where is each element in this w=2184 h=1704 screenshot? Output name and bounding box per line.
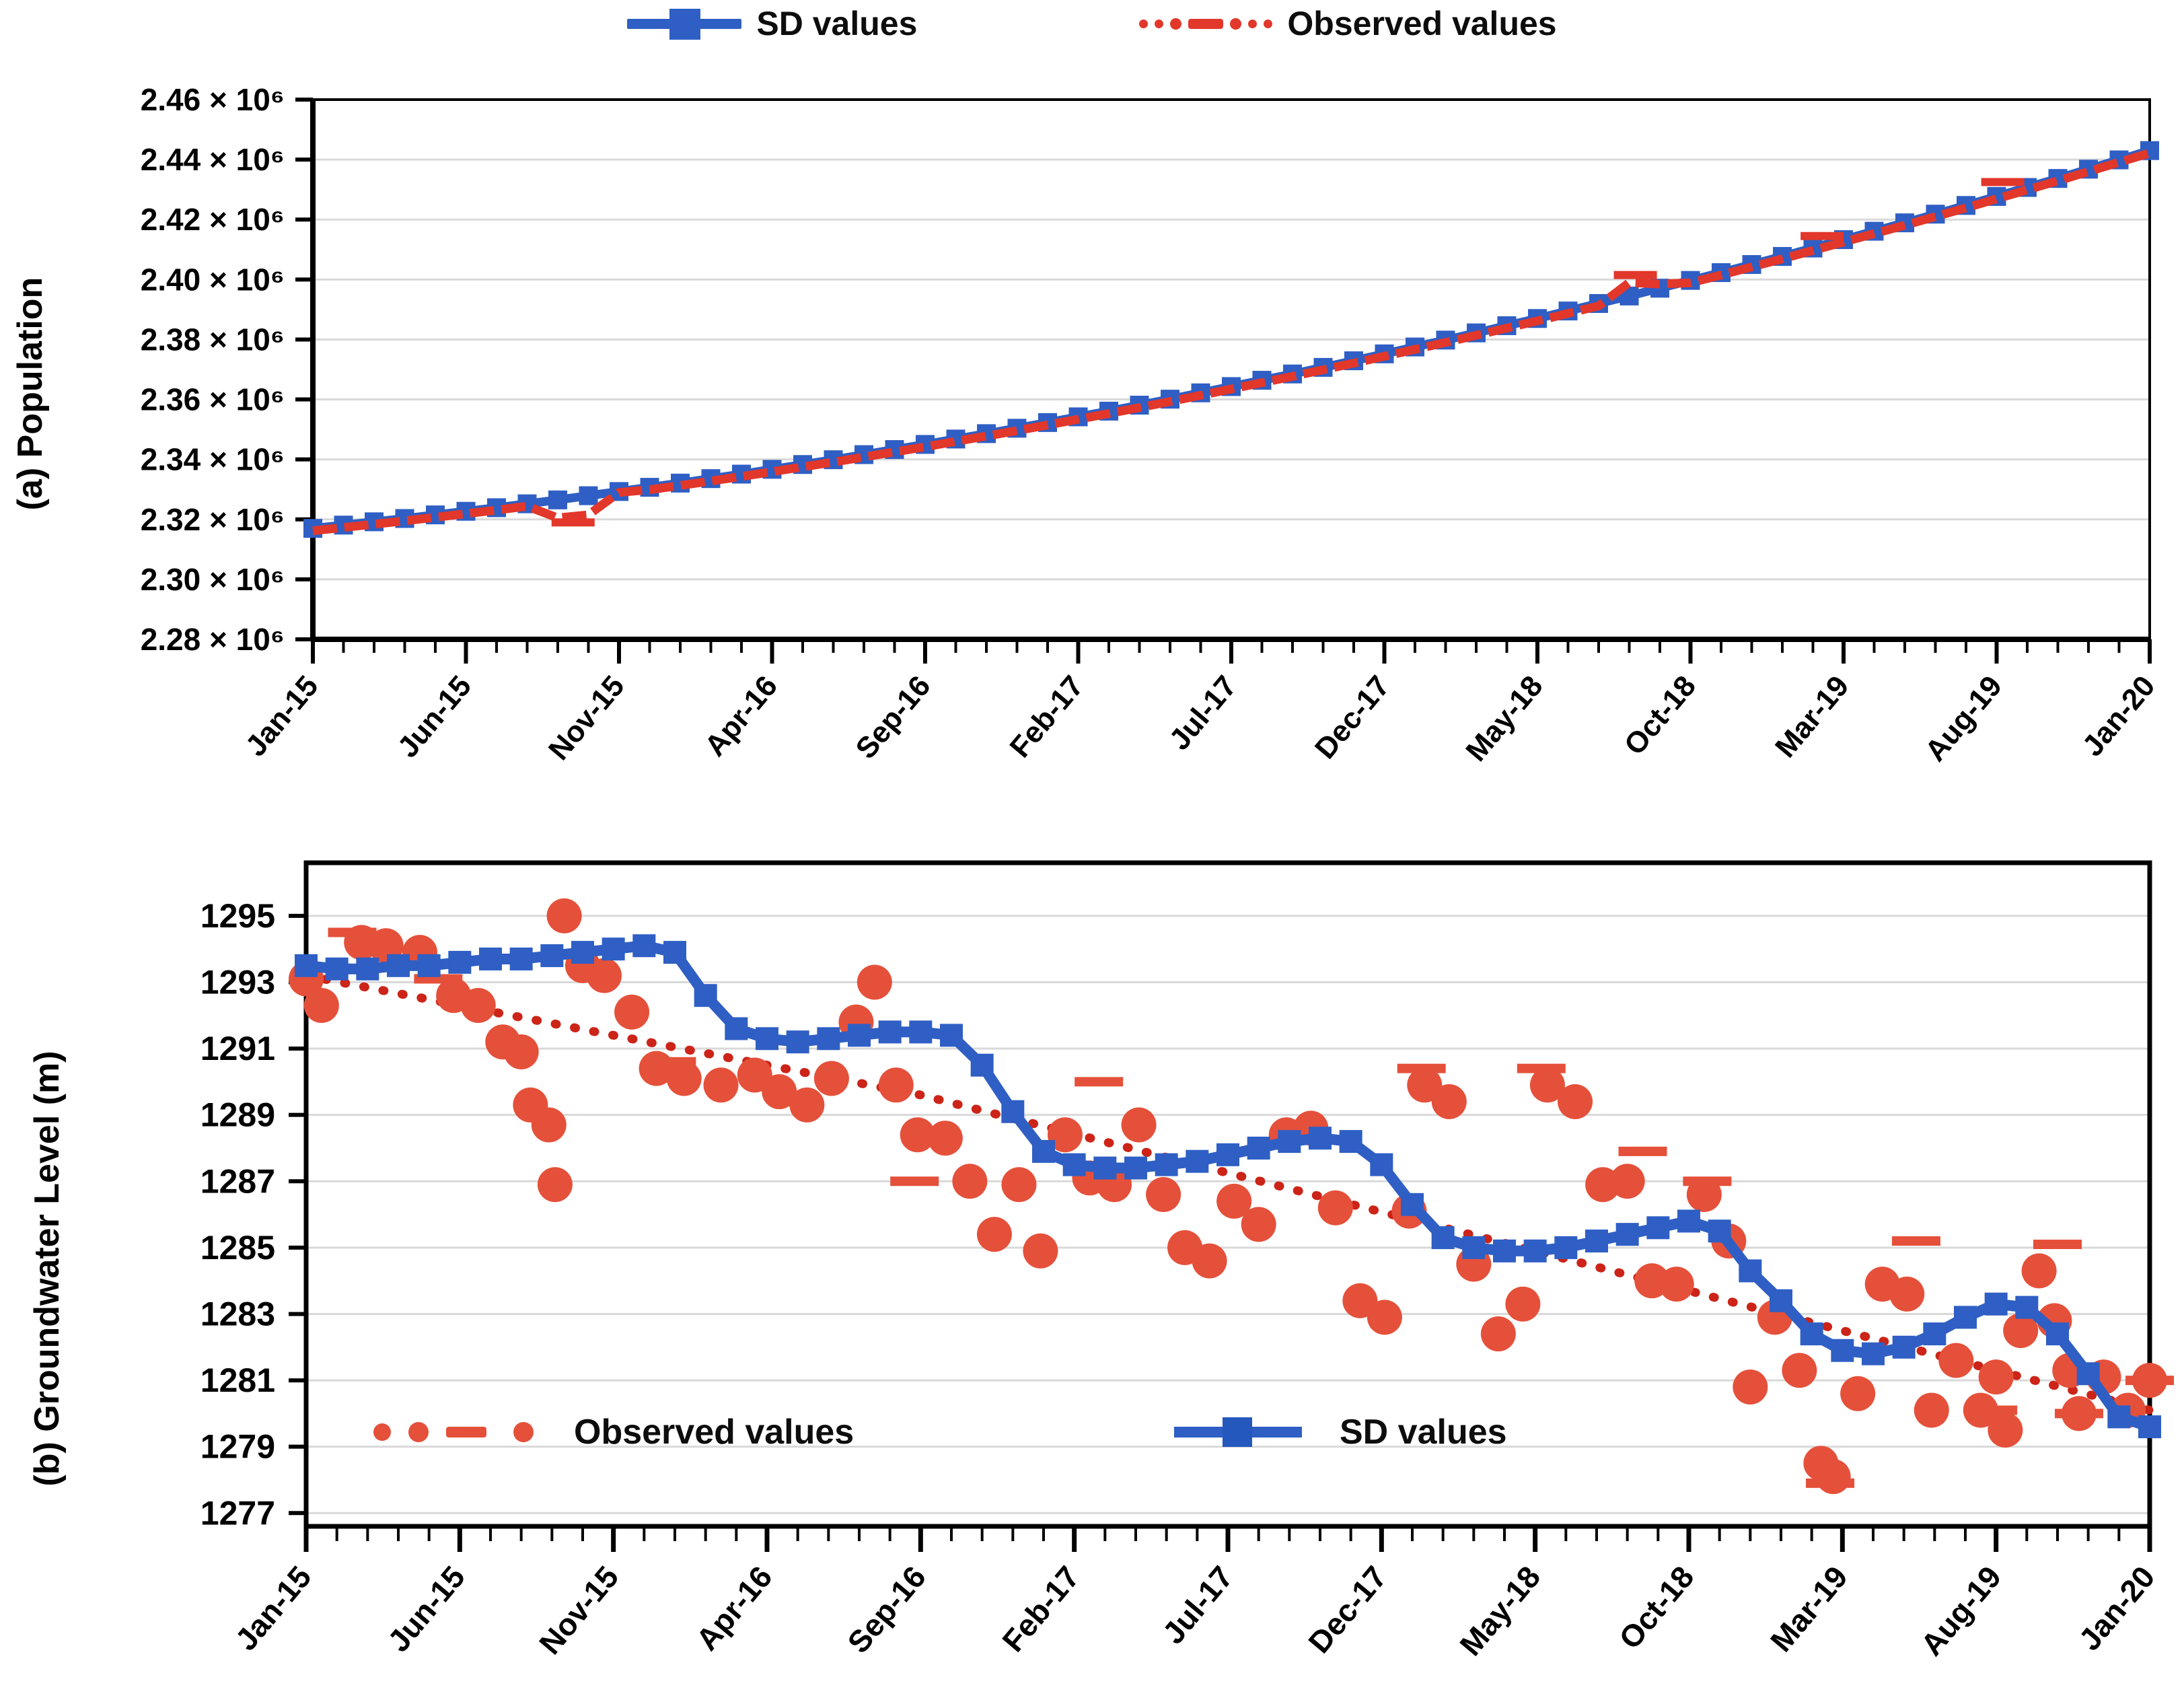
svg-text:May-18: May-18: [1459, 670, 1549, 768]
svg-text:Dec-17: Dec-17: [1309, 670, 1396, 765]
legend-observed-label: Observed values: [1287, 5, 1557, 42]
svg-text:Feb-17: Feb-17: [995, 1559, 1086, 1658]
svg-text:Aug-19: Aug-19: [1914, 1559, 2008, 1662]
legend-top: SD values Observed values: [0, 4, 2184, 43]
svg-text:Aug-19: Aug-19: [1919, 670, 2008, 768]
legend-b-item-observed: Observed values: [373, 1412, 854, 1452]
svg-text:2.40 × 10⁶: 2.40 × 10⁶: [141, 262, 285, 297]
svg-text:1291: 1291: [201, 1030, 275, 1067]
legend-sd-label: SD values: [756, 5, 918, 42]
observed-dotted-swatch-icon: [1139, 17, 1273, 30]
observed-dash-icon: [446, 1427, 486, 1437]
svg-text:Feb-17: Feb-17: [1003, 670, 1090, 764]
sd-line-swatch-icon: [627, 8, 742, 40]
population-chart: 2.46 × 10⁶ 2.44 × 10⁶ 2.42 × 10⁶ 2.40 × 10⁶…: [141, 82, 2162, 768]
svg-text:Sep-16: Sep-16: [840, 1559, 933, 1660]
svg-text:Jan-15: Jan-15: [228, 1559, 318, 1657]
svg-text:2.30 × 10⁶: 2.30 × 10⁶: [141, 562, 285, 597]
groundwater-chart: 1295 1293 1291 1289 1287 1285 1283 1281 1279 1277…: [201, 860, 2174, 1662]
svg-text:Jun-15: Jun-15: [391, 670, 478, 764]
svg-text:May-18: May-18: [1453, 1559, 1547, 1662]
svg-text:1277: 1277: [201, 1494, 275, 1532]
svg-text:1295: 1295: [201, 897, 275, 935]
legend-b-item-sd: SD values: [1174, 1412, 1507, 1452]
svg-text:1283: 1283: [201, 1295, 275, 1333]
svg-text:2.38 × 10⁶: 2.38 × 10⁶: [141, 322, 285, 357]
svg-text:1279: 1279: [201, 1428, 275, 1466]
svg-text:Jan-15: Jan-15: [240, 670, 325, 762]
svg-text:Apr-16: Apr-16: [689, 1559, 779, 1657]
svg-text:2.28 × 10⁶: 2.28 × 10⁶: [141, 622, 285, 657]
svg-text:Jul-17: Jul-17: [1163, 670, 1243, 756]
svg-text:Mar-19: Mar-19: [1763, 1559, 1854, 1658]
svg-text:Dec-17: Dec-17: [1301, 1559, 1393, 1660]
svg-text:1289: 1289: [201, 1096, 275, 1134]
observed-dot-icon: [373, 1423, 391, 1441]
svg-text:2.44 × 10⁶: 2.44 × 10⁶: [141, 142, 285, 177]
svg-text:2.42 × 10⁶: 2.42 × 10⁶: [141, 202, 285, 237]
svg-text:1281: 1281: [201, 1361, 275, 1399]
svg-text:Nov-15: Nov-15: [542, 670, 631, 767]
svg-text:Apr-16: Apr-16: [698, 670, 784, 762]
svg-text:Jun-15: Jun-15: [381, 1559, 472, 1658]
svg-text:Mar-19: Mar-19: [1769, 670, 1856, 764]
legend-item-sd: SD values: [627, 4, 917, 43]
svg-text:Jan-20: Jan-20: [2076, 670, 2162, 762]
svg-text:2.46 × 10⁶: 2.46 × 10⁶: [141, 82, 285, 117]
legend-item-observed: Observed values: [1139, 4, 1557, 43]
svg-text:2.32 × 10⁶: 2.32 × 10⁶: [141, 502, 285, 537]
svg-text:Jan-20: Jan-20: [2072, 1559, 2162, 1657]
svg-text:1293: 1293: [201, 963, 275, 1001]
svg-text:1285: 1285: [201, 1229, 275, 1267]
observed-dot-icon: [513, 1422, 534, 1442]
sd-line-swatch-icon: [1174, 1417, 1302, 1447]
svg-text:Nov-15: Nov-15: [532, 1559, 625, 1661]
legend-b-observed-label: Observed values: [574, 1413, 854, 1452]
legend-b-sd-label: SD values: [1340, 1413, 1507, 1452]
svg-text:Jul-17: Jul-17: [1155, 1559, 1239, 1650]
svg-text:2.34 × 10⁶: 2.34 × 10⁶: [141, 442, 285, 477]
svg-text:Sep-16: Sep-16: [849, 670, 937, 765]
observed-dot-icon: [408, 1422, 429, 1442]
svg-text:Oct-18: Oct-18: [1612, 1559, 1701, 1656]
svg-text:Oct-18: Oct-18: [1618, 670, 1703, 761]
svg-text:1287: 1287: [201, 1162, 275, 1200]
svg-text:2.36 × 10⁶: 2.36 × 10⁶: [141, 382, 285, 417]
